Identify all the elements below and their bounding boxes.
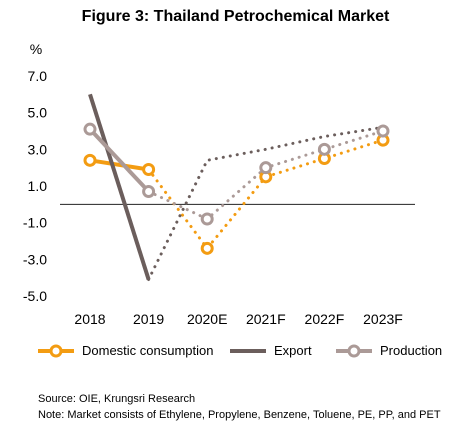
production-point <box>259 161 273 175</box>
production-point <box>142 185 156 198</box>
y-axis-unit-label: % <box>30 41 42 57</box>
legend-item-export: Export <box>228 343 312 358</box>
y-tick-label: 1.0 <box>28 178 48 194</box>
production-point <box>317 142 331 156</box>
x-tick-label: 2022F <box>305 311 345 327</box>
domestic-consumption-point <box>200 241 214 255</box>
source-note: Source: OIE, Krungsri Research <box>38 393 196 405</box>
legend-label: Production <box>380 343 443 358</box>
chart-title: Figure 3: Thailand Petrochemical Market <box>81 8 390 25</box>
export-forecast-line <box>147 125 385 281</box>
x-tick-label: 2021F <box>246 311 286 327</box>
domestic-consumption-forecast-line <box>147 138 385 251</box>
x-tick-label: 2019 <box>133 311 164 327</box>
legend-item-domestic-consumption: Domestic consumption <box>36 343 214 358</box>
market-note: Note: Market consists of Ethylene, Propy… <box>38 409 441 421</box>
y-tick-label: -1.0 <box>23 215 47 231</box>
domestic-consumption-point <box>83 153 97 167</box>
legend-swatch <box>38 344 74 357</box>
export-actual-line <box>88 93 151 281</box>
production-point <box>83 122 97 136</box>
x-tick-label: 2023F <box>363 311 403 327</box>
legend-label: Domestic consumption <box>82 343 214 358</box>
y-tick-label: -3.0 <box>23 251 47 267</box>
legend-item-production: Production <box>334 343 442 358</box>
x-tick-label: 2018 <box>74 311 105 327</box>
y-tick-label: 3.0 <box>28 141 48 157</box>
legend-label: Export <box>274 343 312 358</box>
domestic-consumption-actual-line <box>89 158 149 172</box>
x-tick-label: 2020E <box>187 311 227 327</box>
y-tick-label: 7.0 <box>28 68 48 84</box>
domestic-consumption-point <box>142 163 156 176</box>
legend-swatch <box>336 344 372 357</box>
y-tick-label: -5.0 <box>23 288 47 304</box>
production-point <box>200 212 214 226</box>
line-chart: % 7.0 5.0 3.0 1.0 -1.0 -3.0 -5.0 2018 2019 2020E 20… <box>23 41 415 327</box>
production-actual-line <box>88 127 151 193</box>
legend-swatch <box>230 348 266 353</box>
y-tick-label: 5.0 <box>28 105 48 121</box>
production-point <box>376 124 390 138</box>
